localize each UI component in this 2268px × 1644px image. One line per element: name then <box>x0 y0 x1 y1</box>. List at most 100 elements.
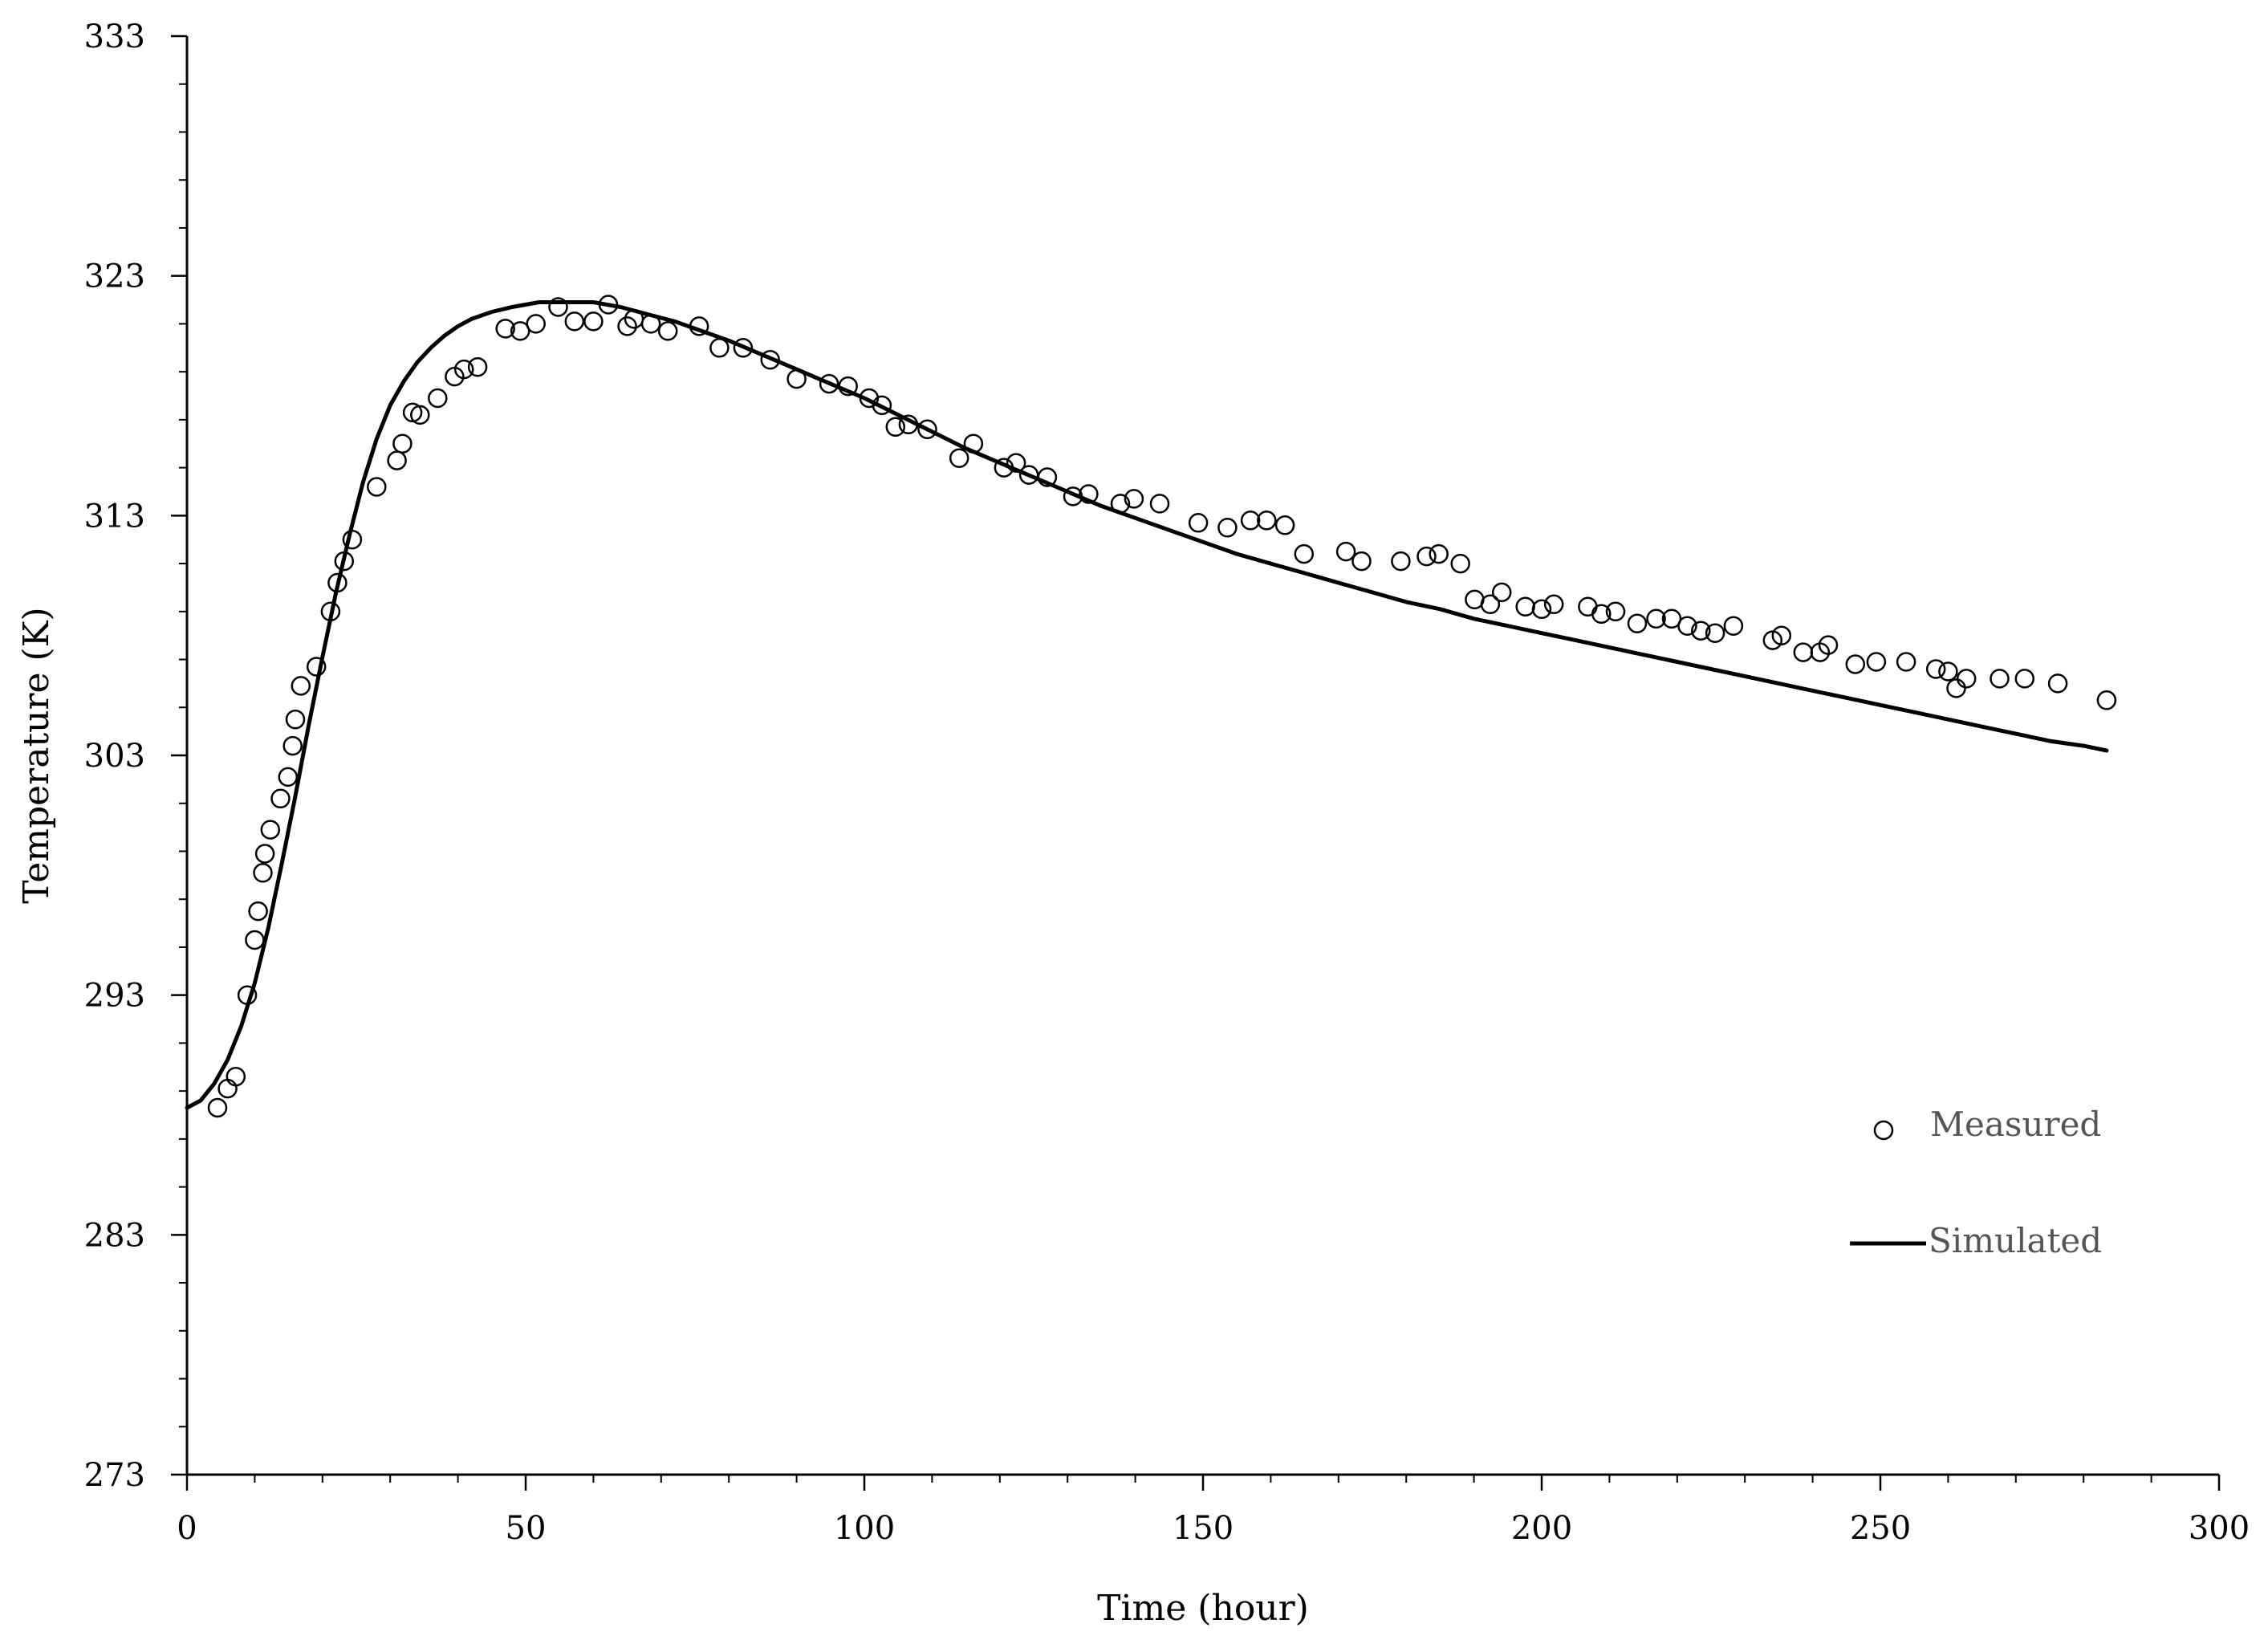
x-tick-labels: 0 50 100 150 200 250 300 <box>177 1510 2250 1547</box>
measured-point <box>898 414 919 435</box>
measured-point <box>217 1078 238 1099</box>
measured-point <box>786 368 807 389</box>
measured-point <box>1705 623 1725 643</box>
measured-point <box>917 419 937 440</box>
measured-point <box>1845 654 1866 674</box>
measured-point <box>709 338 730 358</box>
measured-point <box>1450 553 1470 574</box>
measured-point <box>1063 486 1083 507</box>
x-tick-label: 200 <box>1511 1510 1572 1547</box>
measured-point <box>1416 546 1437 567</box>
measured-point <box>1515 596 1535 617</box>
measured-point <box>226 1066 246 1087</box>
measured-point <box>1429 543 1449 564</box>
measured-point <box>2014 669 2035 689</box>
series-measured-points <box>207 295 2117 1118</box>
measured-point <box>367 477 387 497</box>
measured-point <box>598 295 619 315</box>
measured-point <box>1723 616 1744 636</box>
measured-point <box>949 448 969 468</box>
measured-point <box>1335 541 1356 562</box>
measured-point <box>1124 489 1144 509</box>
x-tick-label: 300 <box>2189 1510 2250 1547</box>
measured-point <box>1294 543 1315 564</box>
measured-point <box>1956 669 1977 689</box>
measured-point <box>392 433 413 454</box>
measured-point <box>1946 678 1966 698</box>
measured-point <box>872 395 892 416</box>
measured-point <box>1591 604 1612 625</box>
series-simulated-line <box>185 300 2109 1110</box>
measured-point <box>548 297 568 317</box>
measured-point <box>583 311 604 332</box>
measured-point <box>260 820 281 840</box>
measured-point <box>285 709 306 730</box>
measured-point <box>1990 669 2010 689</box>
measured-point <box>760 349 780 370</box>
y-tick-label: 293 <box>84 978 145 1015</box>
measured-point <box>657 321 678 341</box>
measured-point <box>270 788 291 809</box>
measured-point <box>819 373 839 394</box>
measured-point <box>2096 690 2117 710</box>
measured-point <box>495 319 515 339</box>
measured-point <box>885 417 906 437</box>
measured-point <box>1149 494 1170 514</box>
measured-point <box>1793 642 1814 662</box>
measured-point <box>838 376 858 397</box>
measured-point <box>278 767 299 787</box>
measured-point <box>1866 652 1887 672</box>
measured-point <box>1217 518 1238 538</box>
measured-point <box>640 314 661 334</box>
measured-point <box>306 657 327 677</box>
measured-point <box>1480 594 1501 615</box>
measured-point <box>1274 515 1295 535</box>
measured-point <box>617 316 637 336</box>
measured-point <box>327 572 348 593</box>
minor-ticks <box>179 83 2152 1483</box>
measured-point <box>1037 467 1058 487</box>
measured-point <box>320 601 341 622</box>
measured-point <box>467 356 488 377</box>
measured-point <box>207 1097 228 1118</box>
measured-point <box>1543 594 1564 615</box>
measured-point <box>342 529 363 550</box>
measured-point <box>1188 513 1209 533</box>
y-tick-label: 313 <box>84 498 145 535</box>
measured-point <box>248 901 268 922</box>
measured-point <box>291 676 311 696</box>
x-tick-label: 150 <box>1173 1510 1234 1547</box>
measured-point <box>1079 484 1099 504</box>
legend-measured-marker <box>1873 1120 1894 1141</box>
x-axis-title: Time (hour) <box>1097 1588 1309 1629</box>
measured-point <box>2047 673 2068 694</box>
measured-point <box>1646 608 1666 629</box>
measured-point <box>994 458 1014 478</box>
measured-point <box>1391 551 1411 572</box>
x-tick-label: 0 <box>177 1510 197 1547</box>
measured-point <box>526 314 546 334</box>
measured-point <box>428 388 448 409</box>
measured-point <box>1351 551 1372 572</box>
measured-point <box>624 309 644 329</box>
measured-point <box>1896 652 1916 672</box>
measured-point <box>1240 511 1261 531</box>
y-tick-label: 323 <box>84 258 145 295</box>
measured-point <box>1691 621 1711 641</box>
y-tick-label: 273 <box>84 1457 145 1494</box>
measured-point <box>245 930 265 950</box>
major-ticks <box>171 35 2221 1491</box>
measured-point <box>387 450 407 470</box>
measured-point <box>282 735 303 756</box>
y-tick-label: 333 <box>84 18 145 55</box>
measured-point <box>510 321 530 341</box>
measured-point <box>1677 616 1697 636</box>
measured-point <box>1605 601 1626 622</box>
y-tick-label: 283 <box>84 1217 145 1254</box>
measured-point <box>1661 608 1682 629</box>
y-tick-label: 303 <box>84 738 145 775</box>
measured-point <box>453 359 474 380</box>
measured-point <box>1257 511 1277 531</box>
